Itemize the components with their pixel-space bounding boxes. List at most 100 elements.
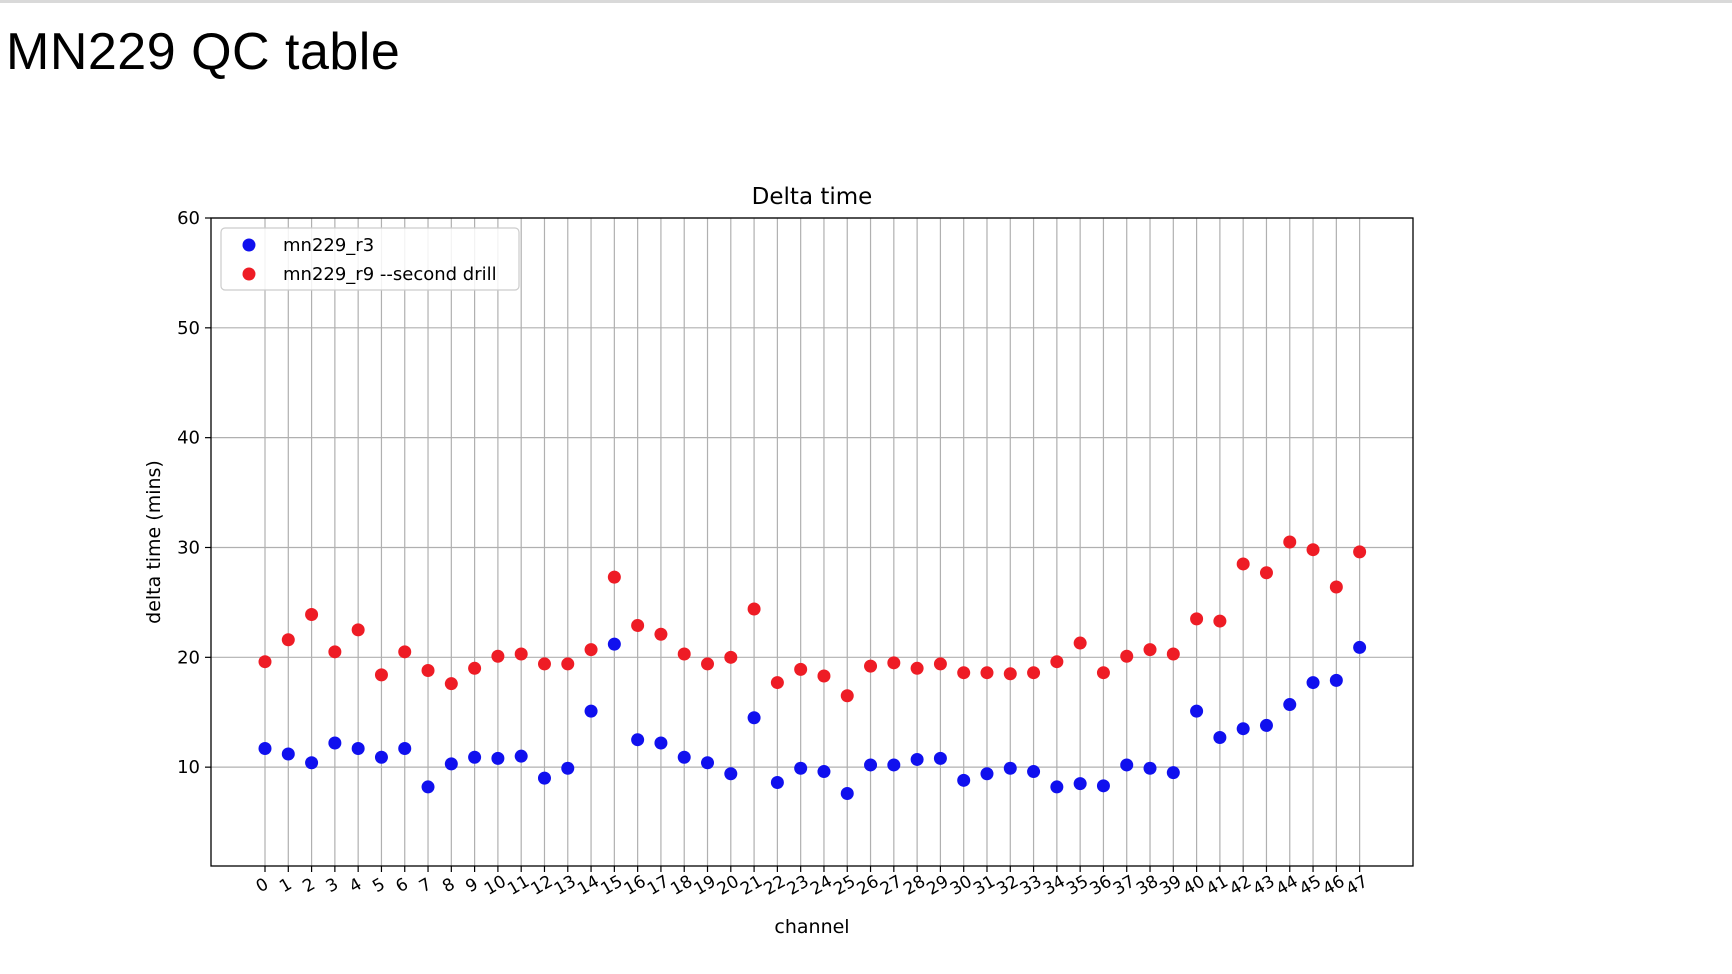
point-r3	[374, 750, 388, 764]
x-tick-label: 9	[462, 874, 481, 897]
point-r9	[864, 659, 878, 673]
point-r3	[794, 761, 808, 775]
point-r3	[1096, 779, 1110, 793]
point-r9	[351, 623, 365, 637]
point-r9	[1143, 643, 1157, 657]
point-r3	[817, 765, 831, 779]
point-r9	[1213, 614, 1227, 628]
point-r9	[1003, 667, 1017, 681]
point-r9	[747, 602, 761, 616]
point-r3	[1120, 758, 1134, 772]
point-r3	[1143, 761, 1157, 775]
y-axis: 10 20 30 40 50 60	[177, 208, 211, 778]
point-r3	[1166, 766, 1180, 780]
point-r3	[305, 756, 319, 770]
point-r9	[328, 645, 342, 659]
point-r3	[398, 741, 412, 755]
point-r3	[561, 761, 575, 775]
point-r9	[537, 657, 551, 671]
point-r9	[1027, 666, 1041, 680]
point-r9	[770, 676, 784, 690]
legend: mn229_r3 mn229_r9 --second drill	[220, 227, 520, 291]
point-r3	[933, 751, 947, 765]
point-r3	[1283, 698, 1297, 712]
point-r9	[1283, 535, 1297, 549]
data-points	[258, 535, 1367, 801]
point-r3	[328, 736, 342, 750]
y-tick-label: 30	[177, 537, 200, 558]
point-r9	[840, 689, 854, 703]
point-r9	[607, 570, 621, 584]
point-r3	[770, 776, 784, 790]
x-tick-label: 8	[439, 874, 458, 897]
legend-marker-r9	[242, 267, 256, 281]
point-r9	[1096, 666, 1110, 680]
point-r9	[561, 657, 575, 671]
point-r9	[701, 657, 715, 671]
point-r9	[817, 669, 831, 683]
point-r9	[1050, 655, 1064, 669]
point-r9	[421, 664, 435, 678]
x-tick-label: 7	[416, 874, 435, 897]
point-r3	[1003, 761, 1017, 775]
x-tick-label: 3	[323, 874, 342, 897]
point-r3	[1050, 780, 1064, 794]
point-r9	[374, 668, 388, 682]
y-tick-label: 50	[177, 318, 200, 339]
point-r3	[491, 751, 505, 765]
point-r9	[724, 650, 738, 664]
point-r3	[444, 757, 458, 771]
x-axis-label: channel	[774, 916, 849, 938]
point-r3	[654, 736, 668, 750]
point-r3	[584, 704, 598, 718]
point-r9	[584, 643, 598, 657]
point-r3	[747, 711, 761, 725]
point-r9	[1073, 636, 1087, 650]
point-r9	[980, 666, 994, 680]
point-r3	[840, 787, 854, 801]
chart-title: Delta time	[752, 184, 873, 210]
point-r3	[421, 780, 435, 794]
point-r9	[305, 607, 319, 621]
point-r9	[281, 633, 295, 647]
point-r3	[351, 741, 365, 755]
y-tick-label: 10	[177, 757, 200, 778]
point-r3	[631, 733, 645, 747]
legend-box	[220, 227, 520, 291]
point-r3	[468, 750, 482, 764]
point-r9	[933, 657, 947, 671]
x-tick-label: 47	[1343, 872, 1372, 900]
point-r3	[1027, 765, 1041, 779]
point-r3	[1073, 777, 1087, 791]
x-tick-label: 5	[369, 874, 388, 897]
point-r9	[491, 649, 505, 663]
point-r9	[1236, 557, 1250, 571]
point-r3	[1329, 673, 1343, 687]
point-r3	[701, 756, 715, 770]
grid	[211, 217, 1413, 866]
point-r3	[258, 741, 272, 755]
top-border	[0, 0, 1732, 3]
point-r9	[910, 661, 924, 675]
point-r9	[1259, 566, 1273, 580]
point-r9	[468, 661, 482, 675]
point-r9	[957, 666, 971, 680]
page-title: MN229 QC table	[6, 23, 401, 81]
point-r3	[957, 773, 971, 787]
plot-area-frame	[210, 217, 1414, 867]
point-r3	[1306, 676, 1320, 690]
x-tick-label: 6	[393, 874, 412, 897]
point-r3	[980, 767, 994, 781]
y-tick-label: 60	[177, 208, 200, 229]
point-r3	[910, 752, 924, 766]
point-r9	[654, 627, 668, 641]
point-r3	[724, 767, 738, 781]
point-r3	[1213, 730, 1227, 744]
point-r9	[631, 618, 645, 632]
point-r9	[398, 645, 412, 659]
legend-marker-r3	[242, 238, 256, 252]
x-tick-label: 1	[276, 874, 295, 897]
point-r9	[794, 662, 808, 676]
point-r3	[281, 747, 295, 761]
